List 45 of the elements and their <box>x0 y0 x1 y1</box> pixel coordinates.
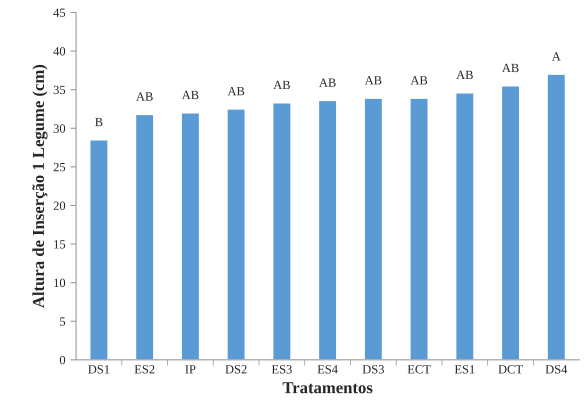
y-tick-label: 5 <box>60 317 66 326</box>
annotation: AB <box>319 78 336 87</box>
y-tick-label: 40 <box>53 47 66 56</box>
y-tick-label: 30 <box>54 124 66 133</box>
y-tick-label: 25 <box>54 162 66 172</box>
x-tick-label: DS4 <box>546 365 568 374</box>
y-tick-label: 0 <box>60 356 66 364</box>
y-axis-title: Altura de Inserção 1 Legume (cm) <box>32 64 48 308</box>
annotation: AB <box>410 76 428 84</box>
x-tick-label: DS1 <box>88 365 110 374</box>
annotation: B <box>95 118 102 126</box>
bar <box>409 97 429 360</box>
bar <box>272 102 292 360</box>
annotation: AB <box>273 80 290 90</box>
annotation: AB <box>228 86 244 96</box>
bar <box>500 85 520 360</box>
x-tick-label: DS2 <box>225 365 247 374</box>
bar <box>134 114 154 360</box>
annotation: A <box>552 52 561 60</box>
x-tick-label: IP <box>185 365 196 374</box>
bar <box>363 97 384 360</box>
x-axis-title: Tratamentos <box>282 382 372 394</box>
x-tick-label: ES3 <box>272 365 292 374</box>
x-tick-label: DS3 <box>362 365 384 374</box>
y-tick-label: 45 <box>53 8 66 17</box>
y-tick-label: 35 <box>54 86 66 94</box>
y-tick-label: 10 <box>54 278 66 288</box>
x-tick-label: ES2 <box>134 365 154 374</box>
y-tick-label: 15 <box>54 240 66 249</box>
bar <box>226 108 246 360</box>
bar <box>89 139 109 360</box>
annotation: AB <box>182 90 198 100</box>
annotation: AB <box>502 64 519 72</box>
x-tick-label: ES1 <box>454 365 474 374</box>
bar <box>546 74 566 360</box>
bar <box>180 112 200 360</box>
x-tick-label: ES4 <box>318 365 338 374</box>
bar <box>454 92 475 360</box>
y-tick-label: 20 <box>54 201 66 210</box>
annotation: AB <box>364 76 382 84</box>
annotation: AB <box>136 92 153 101</box>
x-tick-label: DCT <box>498 365 523 374</box>
annotation: AB <box>456 70 473 80</box>
x-tick-label: ECT <box>408 365 431 374</box>
bar <box>318 100 338 360</box>
